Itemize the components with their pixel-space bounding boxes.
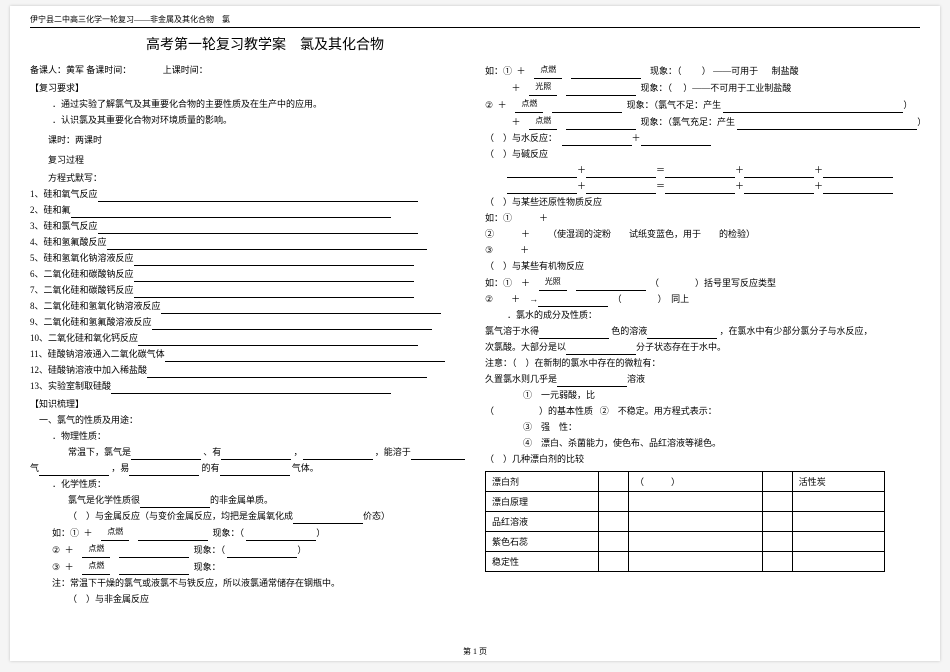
p4: ④ 漂白、杀菌能力，使色布、品红溶液等褪色。 [485, 435, 920, 451]
eq-6: 6、二氧化硅和碳酸钠反应 [30, 266, 465, 282]
stale: 久置氯水则几乎是溶液 [485, 371, 920, 387]
eq-1: 1、硅和氧气反应 [30, 186, 465, 202]
page-title: 高考第一轮复习教学案 氯及其化合物 [30, 34, 920, 54]
table-cell: 品红溶液 [486, 512, 599, 532]
water-h: （ ）与水反应： ＋ [485, 130, 920, 146]
class-hours: 课时：两课时 [30, 132, 465, 148]
eq-3: 3、硅和氯气反应 [30, 218, 465, 234]
right-column: 如：① ＋ 点燃 现象：（ ） ——可用于 制盐酸 ＋ 光照 现象：（ ）——不… [485, 62, 920, 607]
r-eg1b: ＋ 光照 现象：（ ）——不可用于工业制盐酸 [485, 79, 920, 96]
eq-10: 10、二氧化硅和氧化钙反应 [30, 330, 465, 346]
hclo-h: ．氯水的成分及性质： [485, 307, 920, 323]
alkali-1: ＋＝＋＋ [485, 162, 920, 178]
table-cell [762, 472, 792, 492]
phys-1: 常温下，氯气是 、有 ， ，能溶于 ，比空 [30, 444, 465, 460]
redox-h: （ ）与某些还原性物质反应 [485, 194, 920, 210]
p1: ① 一元弱酸，比 [485, 387, 920, 403]
lecturer-row: 备课人：黄军 备课时间： 上课时间： [30, 62, 465, 78]
tbl-h: （ ）几种漂白剂的比较 [485, 451, 920, 467]
h1: 一、氯气的性质及用途： [30, 412, 465, 428]
chem-1: 氯气是化学性质很的非金属单质。 [30, 492, 465, 508]
bleach-table: 漂白剂 （ ） 活性炭 漂白原理 品红溶液 紫色石蕊 稳定性 [485, 471, 885, 572]
eq-11: 11、硅酸钠溶液通入二氧化碳气体 [30, 346, 465, 362]
org-2: ② ＋ → （ ） 同上 [485, 291, 920, 307]
req-2: ．认识氯及其重要化合物对环境质量的影响。 [30, 112, 465, 128]
phys-2: 气 ，易 的有 气体。 [30, 460, 465, 476]
table-cell: 稳定性 [486, 552, 599, 572]
table-cell: （ ） [628, 472, 762, 492]
left-column: 备课人：黄军 备课时间： 上课时间： 【复习要求】 ．通过实验了解氯气及其重要化… [30, 62, 465, 607]
r-eg2b: ＋ 点燃 现象：（氯气充足：产生 ） [485, 113, 920, 130]
eq-5: 5、硅和氢氧化钠溶液反应 [30, 250, 465, 266]
r-eg2: ② ＋ 点燃 现象：（氯气不足：产生 ） [485, 96, 920, 113]
chem-h: ．化学性质： [30, 476, 465, 492]
eq-13: 13、实验室制取硅酸 [30, 378, 465, 394]
org-1: 如：① ＋ 光照 （ ）括号里写反应类型 [485, 274, 920, 291]
knowledge-h: 【知识梳理】 [30, 396, 465, 412]
hclo-2: 次氯酸。大部分是以分子状态存在于水中。 [485, 339, 920, 355]
req-1: ．通过实验了解氯气及其重要化合物的主要性质及在生产中的应用。 [30, 96, 465, 112]
redox-1: 如：① ＋ [485, 210, 920, 226]
page-footer: 第 1 页 [10, 646, 940, 657]
org-h: （ ）与某些有机物反应 [485, 258, 920, 274]
eg-3: ③ ＋ 点燃 现象： [30, 558, 465, 575]
table-cell: 漂白原理 [486, 492, 599, 512]
section-req-h: 【复习要求】 [30, 80, 465, 96]
phys-h: ．物理性质： [30, 428, 465, 444]
eg-1: 如：① ＋ 点燃 现象：（ ） [30, 524, 465, 541]
table-cell: 活性炭 [792, 472, 884, 492]
review-proc: 复习过程 [30, 152, 465, 168]
table-cell: 紫色石蕊 [486, 532, 599, 552]
eq-8: 8、二氧化硅和氢氧化钠溶液反应 [30, 298, 465, 314]
table-cell: 漂白剂 [486, 472, 599, 492]
eq-7: 7、二氧化硅和碳酸钙反应 [30, 282, 465, 298]
note-iron: 注：常温下干燥的氯气或液氯不与铁反应，所以液氯通常储存在钢瓶中。 [30, 575, 465, 591]
eq-12: 12、硅酸钠溶液中加入稀盐酸 [30, 362, 465, 378]
running-header: 伊宁县二中高三化学一轮复习——非金属及其化合物 氯 [30, 14, 920, 28]
note-h: 注意：（ ）在新制的氯水中存在的微粒有： [485, 355, 920, 371]
redox-2: ② ＋ （使湿润的淀粉 试纸变蓝色，用于 的检验） [485, 226, 920, 242]
eq-4: 4、硅和氢氟酸反应 [30, 234, 465, 250]
hclo-1: 氯气溶于水得 色的溶液 ，在氯水中有少部分氯分子与水反应， [485, 323, 920, 339]
r-eg1: 如：① ＋ 点燃 现象：（ ） ——可用于 制盐酸 [485, 62, 920, 79]
eg-2: ② ＋ 点燃 现象：（ ） [30, 541, 465, 558]
alkali-h: （ ）与碱反应 [485, 146, 920, 162]
redox-3: ③ ＋ [485, 242, 920, 258]
table-cell [599, 472, 629, 492]
props-h: （ ）的基本性质 ② 不稳定。用方程式表示： [485, 403, 920, 419]
eq-9: 9、二氧化硅和氢氟酸溶液反应 [30, 314, 465, 330]
p3: ③ 强 性： [485, 419, 920, 435]
alkali-2: ＋＝＋＋ [485, 178, 920, 194]
formula-default: 方程式默写： [30, 170, 465, 186]
nonmetal-h: （ ）与非金属反应 [30, 591, 465, 607]
metal-h: （ ）与金属反应（与变价金属反应，均把是金属氧化成价态） [30, 508, 465, 524]
eq-2: 2、硅和氟 [30, 202, 465, 218]
